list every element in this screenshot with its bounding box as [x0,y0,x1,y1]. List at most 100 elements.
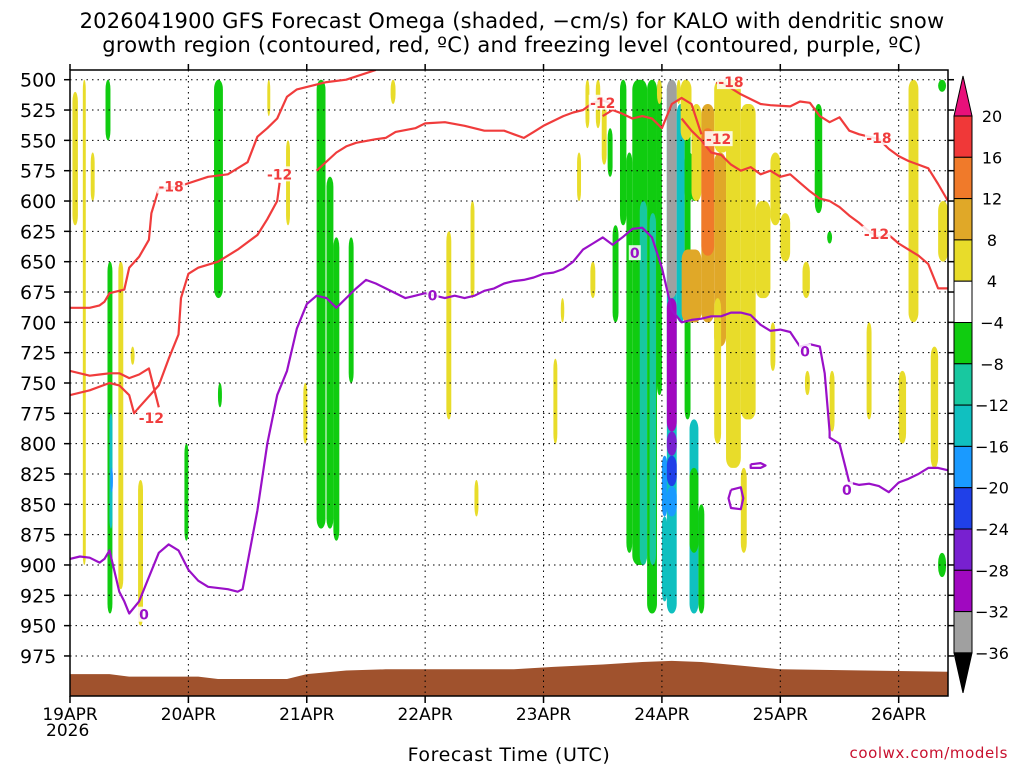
y-tick-label: 975 [20,646,56,668]
omega-cell [938,79,947,92]
x-tick-label: 26APR [871,705,927,725]
omega-cell [726,79,741,468]
y-tick-label: 925 [20,585,56,607]
omega-cell [585,79,590,129]
colorbar-tick-label: 8 [987,231,997,250]
omega-cell [755,201,771,299]
omega-cell [714,298,722,444]
x-tick-label: 25APR [753,705,809,725]
site-credit: coolwx.com/models [849,744,1008,762]
contour-label: 0 [800,344,810,360]
contour--12 [315,99,613,172]
colorbar-tick-label: −16 [975,437,1009,456]
colorbar-cap-top [953,75,973,117]
contour-label-bg [265,166,294,182]
contour-label: -12 [864,227,889,243]
contour-label: 0 [630,246,640,262]
contour-label-bg [628,245,641,261]
y-tick-label: 750 [20,373,56,395]
contour-label-bg [864,129,893,145]
colorbar-bin [953,156,973,200]
contour-label-bg [840,481,853,497]
omega-cell [780,213,791,262]
omega-cell [689,467,699,553]
contour-label-bg [426,287,439,303]
contour--18 [70,367,160,408]
omega-cell [827,231,833,244]
colorbar-tick-label: 12 [982,190,1002,209]
omega-cell [661,455,668,517]
contour-label: 0 [428,289,438,305]
omega-cell [770,152,781,226]
omega-cell [938,201,948,262]
omega-cell [82,79,86,565]
omega-cell [770,322,776,371]
omega-cell [802,261,810,299]
contour-label-bg [137,606,150,622]
omega-cell [666,486,677,517]
omega-cell [560,298,565,323]
omega-cell [681,249,702,323]
colorbar-tick-label: −4 [980,314,1004,333]
omega-cell [316,79,326,529]
chart-title-line-1: 2026041900 GFS Forecast Omega (shaded, −… [79,9,945,33]
y-tick-label: 775 [20,403,56,425]
omega-cell [866,322,872,420]
omega-cell [714,152,727,347]
omega-cell [666,431,677,456]
y-tick-label: 900 [20,555,56,577]
omega-cell [214,79,223,299]
contour-label: -12 [590,96,615,112]
colorbar-bin [953,404,973,447]
omega-cell [553,358,558,444]
contour--12 [602,96,703,135]
x-tick-label: 22APR [397,705,453,725]
y-tick-label: 550 [20,130,56,152]
terrain-layer [70,660,948,696]
omega-cell [90,152,95,202]
y-tick-label: 575 [20,161,56,183]
y-tick-label: 600 [20,191,56,213]
colorbar-tick-label: −8 [980,355,1004,374]
y-tick-label: 850 [20,494,56,516]
omega-cell [130,346,135,365]
y-tick-label: 675 [20,282,56,304]
omega-cell [649,213,656,565]
contour-label-bg [704,131,733,147]
contour-label: -18 [718,75,743,91]
omega-cell [661,516,668,602]
y-tick-label: 950 [20,616,56,638]
omega-cell [938,552,947,578]
omega-cell [666,79,677,299]
colorbar-bin [953,363,973,406]
omega-cell [390,79,396,104]
x-tick-label: 20APR [161,705,217,725]
y-tick-label: 725 [20,343,56,365]
omega-cell [930,346,939,468]
colorbar-bin [953,445,973,489]
omega-cell [666,455,677,487]
colorbar-bin [953,528,973,571]
contour-0 [727,486,745,511]
omega-cell [286,140,290,226]
terrain-fill [70,660,948,696]
contour-label: -12 [267,167,292,183]
colorbar-tick-label: −28 [975,561,1009,580]
contour--12 [680,117,948,290]
omega-cell [740,103,756,420]
omega-cell [814,164,823,214]
contour-label: -18 [866,131,891,147]
omega-cell [470,201,475,299]
omega-cell [656,79,662,396]
y-tick-label: 875 [20,525,56,547]
contour-label-bg [157,178,186,194]
omega-cell [446,231,452,420]
omega-cell [105,79,111,141]
contour-label: -12 [139,411,164,427]
omega-cell [740,467,747,553]
y-tick-label: 625 [20,221,56,243]
x-tick-label: 23APR [516,705,572,725]
contour-label-bg [137,410,166,426]
y-tick-label: 825 [20,464,56,486]
